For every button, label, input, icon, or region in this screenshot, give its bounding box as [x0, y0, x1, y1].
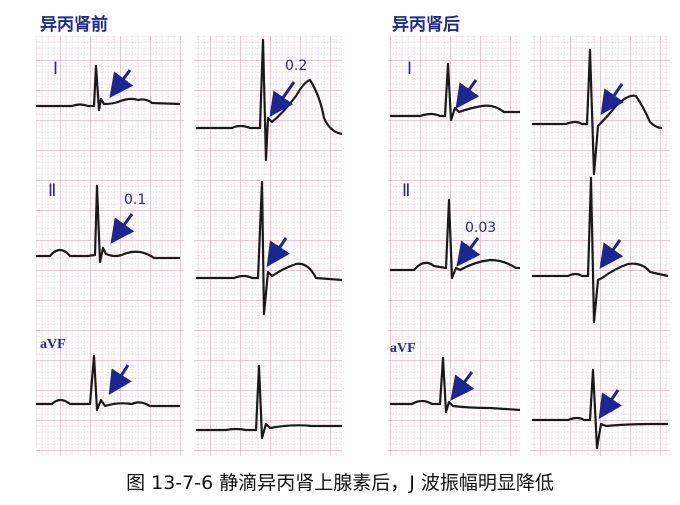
- value-before-lead2: 0.1: [124, 192, 146, 208]
- label-before-lead2: Ⅱ: [48, 181, 56, 200]
- ecg-trace-after-lead1: [390, 62, 520, 122]
- after-title: 异丙肾后: [392, 15, 460, 35]
- arrow-after-chest-bottom: [598, 389, 622, 419]
- label-before-avf: aVF: [40, 337, 66, 352]
- ecg-trace-before-avf: [36, 354, 180, 412]
- arrow-after-chest-upper: [600, 83, 625, 115]
- arrow-before-lead2: [110, 213, 135, 244]
- grid-strip-after-chest: [530, 36, 670, 456]
- value-before-chest: 0.2: [285, 58, 307, 74]
- arrow-after-avf: [450, 371, 475, 401]
- arrow-before-lead1: [109, 69, 134, 98]
- arrow-before-chest-lower: [266, 237, 290, 267]
- ecg-trace-before-lead2: [36, 184, 180, 264]
- ecg-trace-after-chest-bottom: [532, 368, 668, 450]
- label-after-avf: aVF: [390, 341, 416, 356]
- figure-caption: 图 13-7-6 静滴异丙肾上腺素后，J 波振幅明显降低: [126, 472, 554, 494]
- label-after-lead1: Ⅰ: [407, 59, 412, 78]
- before-title: 异丙肾前: [40, 15, 108, 35]
- label-before-lead1: Ⅰ: [53, 59, 58, 78]
- arrow-after-lead2: [456, 237, 481, 267]
- ecg-trace-after-avf: [390, 356, 521, 414]
- value-after-lead2: 0.03: [465, 220, 496, 236]
- ecg-trace-before-chest-lower: [196, 180, 343, 316]
- ecg-trace-before-lead1: [36, 64, 181, 112]
- ecg-trace-before-chest-upper: [196, 38, 343, 162]
- grid-strip-before-limb: [36, 36, 184, 456]
- label-after-lead2: Ⅱ: [402, 181, 410, 200]
- arrow-before-avf: [108, 364, 132, 396]
- grid-strip-after-limb: [388, 36, 520, 456]
- arrow-before-chest-upper: [269, 81, 296, 117]
- arrow-after-chest-lower: [599, 239, 624, 269]
- ecg-trace-before-chest-bottom: [196, 364, 342, 440]
- arrow-after-lead1: [455, 79, 480, 109]
- ecg-trace-after-chest-lower: [532, 176, 669, 324]
- ecg-trace-after-lead2: [390, 198, 520, 280]
